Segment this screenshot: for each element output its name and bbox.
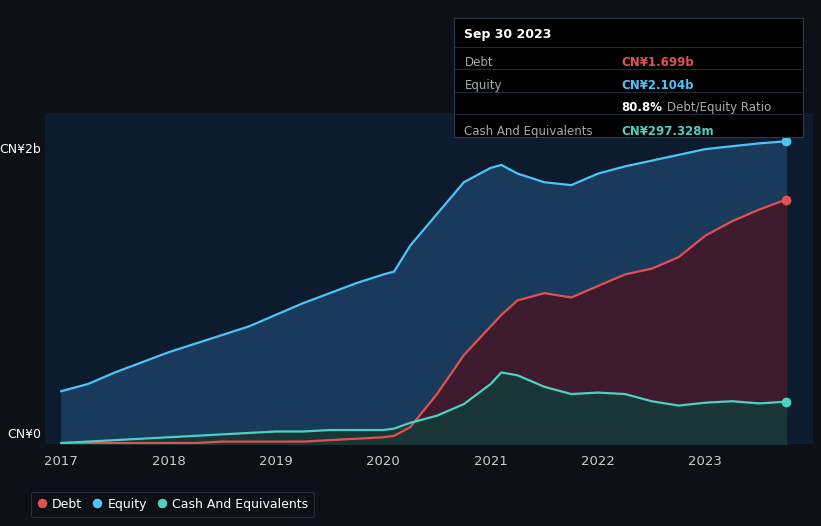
Text: 80.8%: 80.8% [621, 101, 663, 114]
Text: CN¥2.104b: CN¥2.104b [621, 79, 694, 92]
Text: CN¥1.699b: CN¥1.699b [621, 56, 695, 69]
Text: Debt: Debt [465, 56, 493, 69]
Text: CN¥2b: CN¥2b [0, 143, 41, 156]
Text: Debt/Equity Ratio: Debt/Equity Ratio [667, 101, 771, 114]
Text: CN¥297.328m: CN¥297.328m [621, 125, 714, 138]
Text: Sep 30 2023: Sep 30 2023 [465, 28, 552, 41]
Text: Cash And Equivalents: Cash And Equivalents [465, 125, 593, 138]
Legend: Debt, Equity, Cash And Equivalents: Debt, Equity, Cash And Equivalents [31, 492, 314, 517]
Text: CN¥0: CN¥0 [7, 428, 41, 441]
Text: Equity: Equity [465, 79, 502, 92]
